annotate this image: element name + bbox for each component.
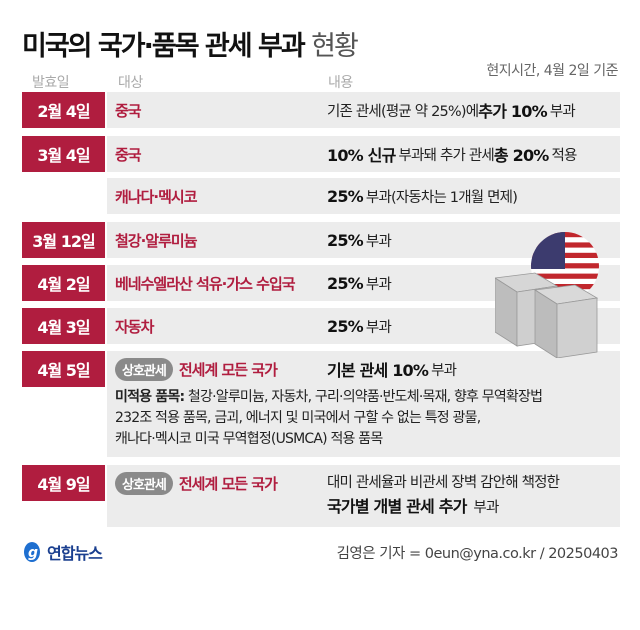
col-header-content: 내용 [328, 75, 353, 91]
content-cell: 25% 부과 [327, 230, 392, 250]
date-cell: 3월 12일 [22, 222, 105, 258]
col-header-date: 발효일 [32, 75, 70, 91]
target-cell: 상호관세 전세계 모든 국가 [115, 465, 278, 501]
col-header-target: 대상 [118, 75, 143, 91]
page-title: 미국의 국가·품목 관세 부과 현황 [22, 31, 359, 62]
content-cell: 25% 부과 [327, 316, 392, 336]
content-cell: 25% 부과(자동차는 1개월 면제) [327, 186, 518, 206]
us-flag-and-containers-icon [495, 232, 599, 358]
target-cell: 상호관세 전세계 모든 국가 [115, 351, 278, 387]
date-cell: 4월 5일 [22, 351, 105, 387]
yonhap-logo-icon: g [24, 542, 40, 562]
date-cell: 4월 2일 [22, 265, 105, 301]
content-cell: 10% 신규 부과돼 추가 관세 총 20% 적용 [327, 146, 577, 165]
table-row: 3월 4일 중국 10% 신규 부과돼 추가 관세 총 20% 적용 [22, 136, 620, 172]
table-row: 캐나다·멕시코 25% 부과(자동차는 1개월 면제) [22, 178, 620, 214]
date-cell: 4월 9일 [22, 465, 105, 501]
target-cell: 캐나다·멕시코 [115, 187, 197, 206]
target-cell: 중국 [115, 101, 142, 120]
content-cell: 25% 부과 [327, 273, 392, 293]
table-row: 3월 12일 철강·알루미늄 25% 부과 [22, 222, 620, 258]
credit-line: 김영은 기자 = 0eun@yna.co.kr / 20250403 [336, 546, 619, 562]
date-cell: 4월 3일 [22, 308, 105, 344]
svg-text:g: g [28, 545, 38, 561]
yonhap-logo: g 연합뉴스 [22, 540, 103, 564]
basis-note: 현지시간, 4월 2일 기준 [486, 63, 618, 79]
target-cell: 베네수엘라산 석유·가스 수입국 [115, 274, 296, 293]
shipping-container-icon [495, 272, 599, 358]
reciprocal-tariff-badge: 상호관세 [115, 471, 173, 495]
content-cell: 대미 관세율과 비관세 장벽 감안해 책정한 국가별 개별 관세 추가 부과 [327, 475, 560, 516]
table-row: 2월 4일 중국 기존 관세(평균 약 25%)에 추가 10% 부과 [22, 92, 620, 128]
table-row: 4월 9일 상호관세 전세계 모든 국가 대미 관세율과 비관세 장벽 감안해 책… [22, 465, 620, 527]
date-cell: 2월 4일 [22, 92, 105, 128]
target-cell: 중국 [115, 145, 142, 164]
target-cell: 철강·알루미늄 [115, 231, 197, 250]
reciprocal-tariff-badge: 상호관세 [115, 357, 173, 381]
exempt-items-note: 미적용 품목: 철강·알루미늄, 자동차, 구리·의약품·반도체·목재, 향후 … [115, 389, 543, 447]
date-cell: 3월 4일 [22, 136, 105, 172]
table-row: 4월 5일 상호관세 전세계 모든 국가 기본 관세 10% 부과 미적용 품목:… [22, 351, 620, 457]
target-cell: 자동차 [115, 317, 154, 336]
content-cell: 기본 관세 10% 부과 [327, 361, 457, 380]
content-cell: 기존 관세(평균 약 25%)에 추가 10% 부과 [327, 102, 576, 121]
